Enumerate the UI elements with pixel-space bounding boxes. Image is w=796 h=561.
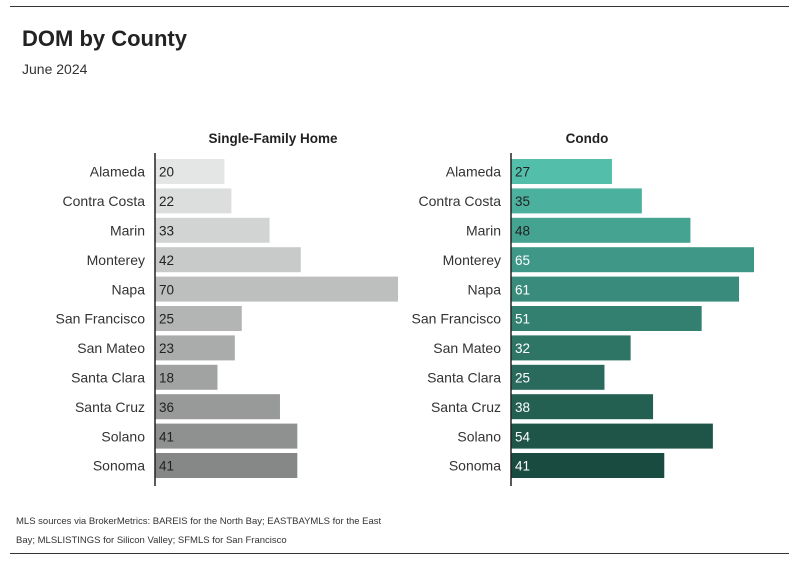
bar-condo-contra-costa — [511, 188, 642, 214]
bar-condo-santa-cruz — [511, 394, 654, 420]
source-note-line-2: Bay; MLSLISTINGS for Silicon Valley; SFM… — [16, 535, 287, 546]
bar-sfh-sonoma — [155, 453, 298, 478]
value-label-sfh-san-francisco: 25 — [159, 312, 174, 327]
category-label-sfh-monterey: Monterey — [87, 252, 145, 268]
value-label-sfh-san-mateo: 23 — [159, 341, 174, 356]
value-label-sfh-santa-clara: 18 — [159, 371, 174, 386]
bar-sfh-santa-clara — [155, 364, 218, 390]
category-label-condo-san-mateo: San Mateo — [433, 340, 501, 356]
bar-sfh-napa — [155, 276, 398, 302]
top-rule — [10, 6, 789, 7]
value-label-condo-alameda: 27 — [515, 165, 530, 180]
value-label-sfh-solano: 41 — [159, 429, 174, 444]
category-label-condo-solano: Solano — [457, 428, 501, 444]
bar-condo-sonoma — [511, 453, 665, 478]
value-label-sfh-monterey: 42 — [159, 253, 174, 268]
category-label-sfh-solano: Solano — [101, 428, 145, 444]
value-label-condo-santa-clara: 25 — [515, 371, 530, 386]
bar-sfh-san-francisco — [155, 306, 242, 331]
category-label-condo-alameda: Alameda — [446, 164, 501, 180]
bar-condo-solano — [511, 423, 713, 449]
value-label-condo-santa-cruz: 38 — [515, 400, 530, 415]
chart-subtitle: June 2024 — [22, 61, 88, 77]
value-label-sfh-contra-costa: 22 — [159, 194, 174, 209]
panel-title-sfh: Single-Family Home — [208, 131, 338, 146]
bar-sfh-san-mateo — [155, 335, 235, 361]
category-label-condo-napa: Napa — [468, 281, 502, 297]
value-label-sfh-alameda: 20 — [159, 165, 174, 180]
bar-sfh-solano — [155, 423, 298, 449]
value-label-sfh-sonoma: 41 — [159, 459, 174, 474]
category-label-sfh-san-mateo: San Mateo — [77, 340, 145, 356]
panel-title-condo: Condo — [566, 131, 609, 146]
value-label-sfh-santa-cruz: 36 — [159, 400, 174, 415]
category-label-sfh-santa-cruz: Santa Cruz — [75, 399, 145, 415]
value-label-condo-san-mateo: 32 — [515, 341, 530, 356]
value-label-condo-san-francisco: 51 — [515, 312, 530, 327]
bar-condo-san-mateo — [511, 335, 631, 361]
bar-condo-san-francisco — [511, 306, 702, 331]
bar-sfh-alameda — [155, 159, 225, 184]
category-label-sfh-sonoma: Sonoma — [93, 458, 145, 474]
category-label-sfh-marin: Marin — [110, 223, 145, 239]
value-label-sfh-marin: 33 — [159, 224, 174, 239]
bar-condo-marin — [511, 217, 691, 243]
category-label-condo-marin: Marin — [466, 223, 501, 239]
bar-condo-napa — [511, 276, 740, 302]
value-label-condo-sonoma: 41 — [515, 459, 530, 474]
value-label-condo-solano: 54 — [515, 429, 531, 444]
value-label-condo-marin: 48 — [515, 224, 530, 239]
category-label-condo-san-francisco: San Francisco — [412, 311, 502, 327]
category-label-sfh-santa-clara: Santa Clara — [71, 370, 145, 386]
category-label-condo-monterey: Monterey — [443, 252, 501, 268]
category-label-condo-santa-clara: Santa Clara — [427, 370, 501, 386]
value-label-sfh-napa: 70 — [159, 282, 174, 297]
value-label-condo-napa: 61 — [515, 282, 530, 297]
category-label-sfh-napa: Napa — [112, 281, 146, 297]
bar-sfh-monterey — [155, 247, 301, 273]
source-note-line-1: MLS sources via BrokerMetrics: BAREIS fo… — [16, 516, 382, 527]
category-label-condo-santa-cruz: Santa Cruz — [431, 399, 501, 415]
category-label-sfh-san-francisco: San Francisco — [56, 311, 146, 327]
category-label-sfh-alameda: Alameda — [90, 164, 145, 180]
category-label-condo-sonoma: Sonoma — [449, 458, 501, 474]
bar-sfh-marin — [155, 217, 270, 243]
bottom-rule — [10, 553, 789, 554]
value-label-condo-contra-costa: 35 — [515, 194, 530, 209]
bar-sfh-santa-cruz — [155, 394, 280, 420]
bar-condo-monterey — [511, 247, 754, 273]
category-label-condo-contra-costa: Contra Costa — [419, 193, 502, 209]
value-label-condo-monterey: 65 — [515, 253, 530, 268]
category-label-sfh-contra-costa: Contra Costa — [63, 193, 146, 209]
bar-sfh-contra-costa — [155, 188, 232, 214]
bar-condo-santa-clara — [511, 364, 605, 390]
bar-condo-alameda — [511, 159, 612, 184]
chart-title: DOM by County — [22, 26, 187, 51]
